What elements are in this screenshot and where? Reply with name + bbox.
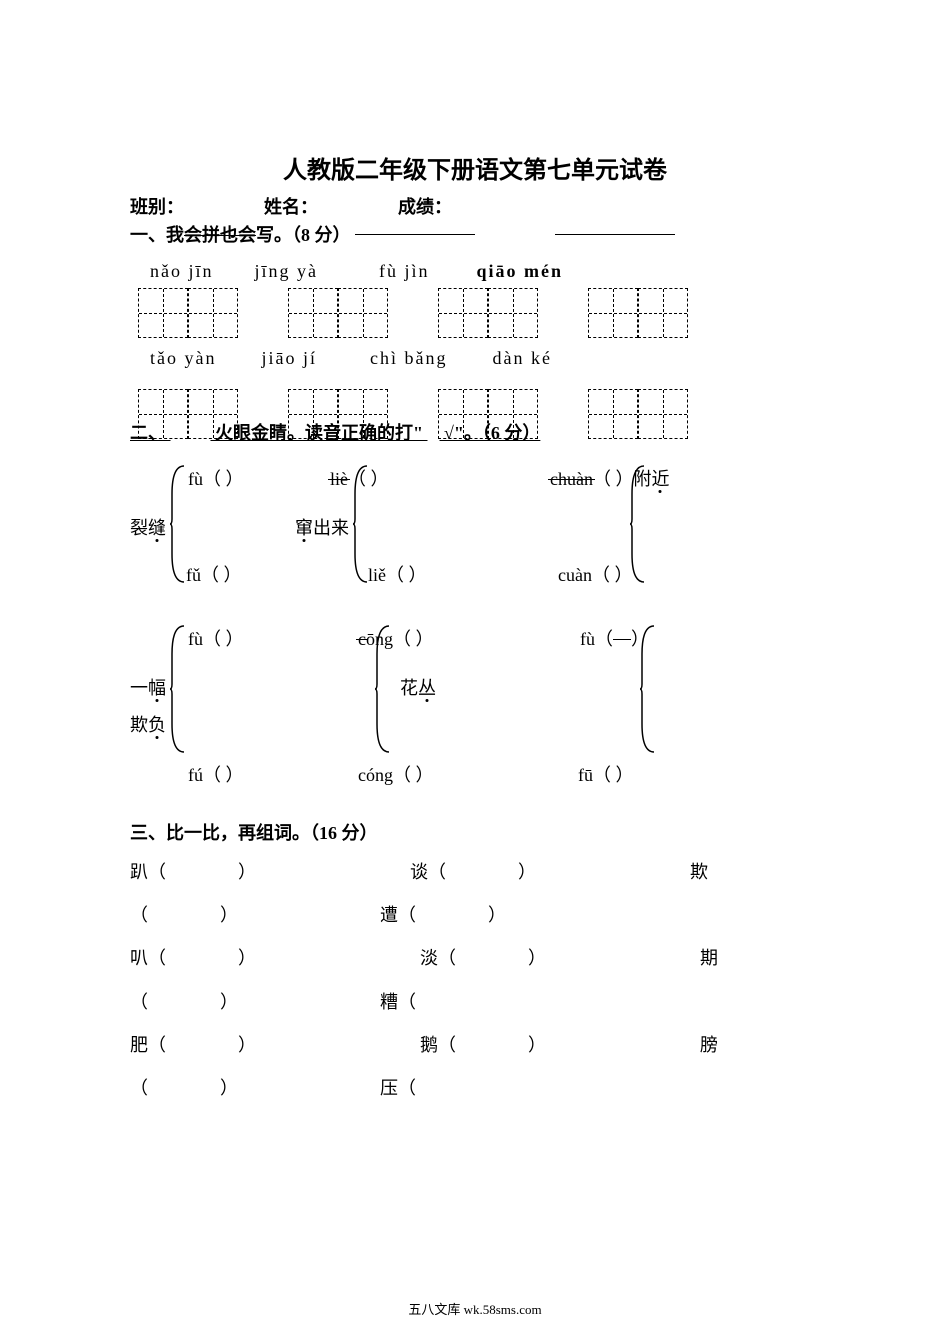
char-box: [588, 288, 638, 338]
char-box: [288, 288, 338, 338]
s3-cell: 谈（ ）: [410, 851, 690, 894]
char-box: [188, 288, 238, 338]
s3-body: 趴（ ） 谈（ ） 欺 （ ） 遭（ ） 叭（ ） 淡（ ） 期 （ ） 糟（ …: [130, 851, 820, 1110]
class-label: 班别：: [130, 193, 184, 219]
s2-opt: cōng（ ）: [358, 625, 434, 651]
student-info-row: 班别： 姓名： 成绩：: [130, 193, 820, 219]
s2-row1: 裂缝 fù（ ） fǔ（ ） 窜出来 liè（ ） liě（ ） chuàn（ …: [130, 459, 820, 609]
s2-num: 二、: [130, 423, 166, 443]
s2-opt: fù（ ）: [188, 625, 244, 651]
s2-label-5: 欺负: [130, 711, 166, 737]
s2-label-4: 一幅: [130, 674, 166, 700]
pinyin-3: fù jìn: [379, 261, 430, 281]
s2-row2: 一幅 欺负 fù（ ） fú（ ） 花丛 cōng（ ） cóng（ ） fù（…: [130, 619, 820, 789]
s2-text: 火眼金睛。读音正确的打": [215, 423, 423, 443]
s3-row: 叭（ ） 淡（ ） 期: [130, 937, 820, 980]
s2-opt: fǔ（ ）: [186, 561, 242, 587]
s2-label-2: 窜出来: [295, 514, 349, 540]
s3-row: 趴（ ） 谈（ ） 欺: [130, 851, 820, 894]
s3-row: 肥（ ） 鹅（ ） 膀: [130, 1024, 820, 1067]
s1-suffix: 写。（8 分）: [256, 221, 351, 247]
s3-cell: 叭（ ）: [130, 937, 420, 980]
s2-opt: liě（ ）: [368, 561, 427, 587]
bracket-icon: [170, 464, 186, 584]
section1-heading: 一、我会拼也会写。（8 分）: [130, 221, 820, 247]
char-box: [338, 288, 388, 338]
s3-cell: 肥（ ）: [130, 1024, 420, 1067]
section2-heading: 二、 火眼金睛。读音正确的打" √"。（6 分）: [130, 419, 540, 445]
s3-cell: 膀: [700, 1024, 718, 1067]
s2-check: √"。（6 分）: [444, 423, 540, 443]
pinyin-7: chì bǎng: [370, 348, 447, 368]
char-box: [438, 288, 488, 338]
pinyin-1: nǎo jīn: [150, 261, 214, 281]
s2-opt: cuàn（ ）: [558, 561, 632, 587]
char-box: [588, 389, 638, 439]
pinyin-2: jīng yà: [255, 261, 319, 281]
s3-cell: 淡（ ）: [420, 937, 700, 980]
s3-row: （ ） 糟（: [130, 981, 820, 1024]
s3-cell: 欺: [690, 851, 708, 894]
s3-row: （ ） 遭（ ）: [130, 894, 820, 937]
s3-cell: （ ）: [130, 1067, 380, 1110]
s2-label-1: 裂缝: [130, 514, 166, 540]
pinyin-8: dàn ké: [492, 348, 551, 368]
pinyin-6: jiāo jí: [261, 348, 317, 368]
section3-heading: 三、比一比，再组词。（16 分）: [130, 819, 820, 845]
s2-opt: fù（ ）: [580, 625, 649, 651]
char-box: [488, 288, 538, 338]
s3-cell: 趴（ ）: [130, 851, 410, 894]
s2-opt: liè（ ）: [330, 465, 389, 491]
s2-opt: fú（ ）: [188, 761, 244, 787]
char-box: [638, 288, 688, 338]
s3-cell: 期: [700, 937, 718, 980]
pinyin-5: tǎo yàn: [150, 348, 216, 368]
pinyin-row-1: nǎo jīn jīng yà fù jìn qiāo mén: [130, 261, 820, 282]
s2-opt: fū（ ）: [578, 761, 634, 787]
s1-strike: 会拼也会: [184, 221, 256, 247]
s2-opt: chuàn（ ）附近: [550, 465, 669, 491]
pinyin-row-2: tǎo yàn jiāo jí chì bǎng dàn ké: [130, 348, 820, 369]
page-footer: 五八文库 wk.58sms.com: [0, 1299, 950, 1318]
char-box: [638, 389, 688, 439]
char-box: [138, 288, 188, 338]
s2-opt: fù（ ）: [188, 465, 244, 491]
bracket-icon: [170, 624, 186, 754]
s3-row: （ ） 压（: [130, 1067, 820, 1110]
s3-cell: （ ）: [130, 894, 380, 937]
s2-opt: cóng（ ）: [358, 761, 434, 787]
s3-cell: （ ）: [130, 981, 380, 1024]
s1-prefix: 一、我: [130, 221, 184, 247]
name-label: 姓名：: [264, 193, 318, 219]
boxes-row-1: [130, 288, 820, 338]
s3-cell: 糟（: [380, 981, 416, 1024]
s3-cell: 压（: [380, 1067, 416, 1110]
s3-cell: 鹅（ ）: [420, 1024, 700, 1067]
page-title: 人教版二年级下册语文第七单元试卷: [130, 150, 820, 185]
s2-label-6: 花丛: [400, 674, 436, 700]
pinyin-4: qiāo mén: [477, 261, 564, 281]
s3-cell: 遭（ ）: [380, 894, 506, 937]
score-label: 成绩：: [398, 193, 452, 219]
